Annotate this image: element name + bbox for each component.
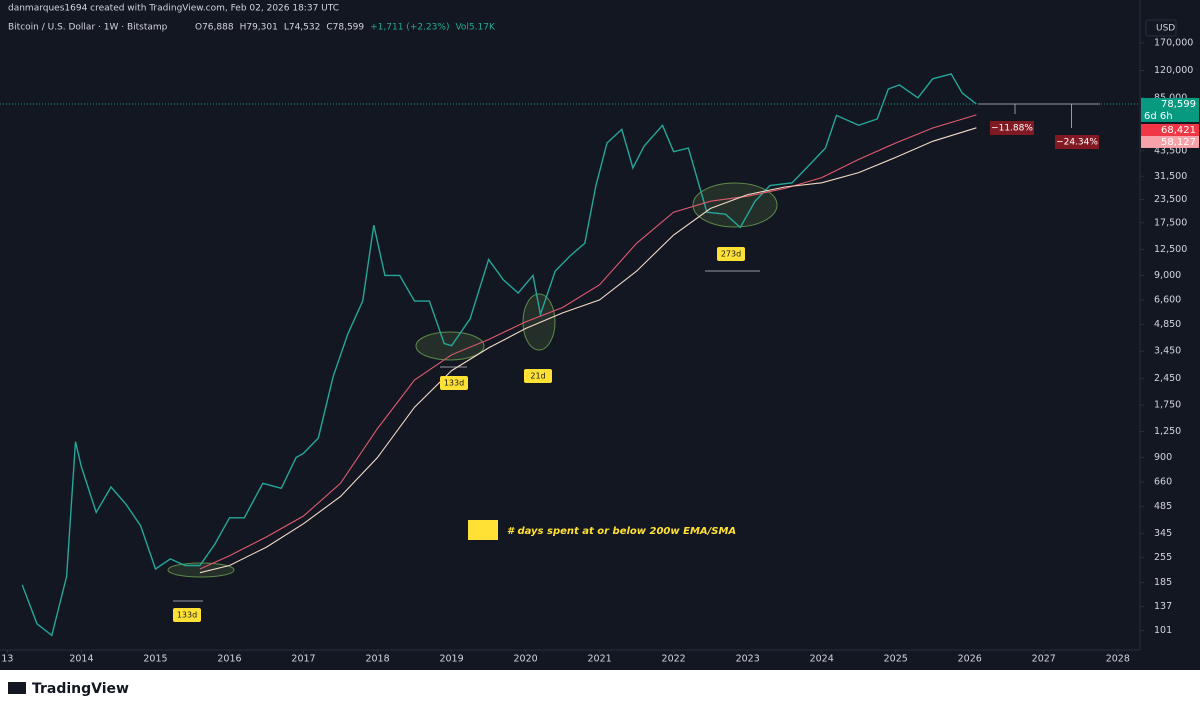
drawdown-label: −11.88% — [991, 124, 1033, 134]
ohlc-value: +1,711 (+2.23%) — [370, 23, 449, 33]
y-tick-label: 660 — [1154, 477, 1172, 488]
zone-ellipse — [415, 331, 485, 361]
price-label: 68,421 — [1161, 125, 1196, 136]
price-label-box — [1141, 97, 1199, 110]
ohlc-value: L74,532 — [284, 23, 321, 33]
series-line — [21, 73, 977, 637]
credit: danmarques1694 created with TradingView.… — [8, 4, 339, 14]
y-tick-label: 900 — [1154, 452, 1172, 463]
y-tick-label: 3,450 — [1154, 346, 1181, 357]
y-tick-label: 120,000 — [1154, 65, 1193, 76]
footer-bg — [0, 670, 1200, 708]
x-tick-label: 2019 — [439, 654, 463, 665]
x-tick-label: 2021 — [588, 654, 612, 665]
y-tick-label: 12,500 — [1154, 244, 1187, 255]
annotation-box — [717, 247, 745, 261]
y-tick-label: 43,500 — [1154, 145, 1187, 156]
y-tick-label: 31,500 — [1154, 171, 1187, 182]
series-line — [199, 127, 977, 574]
y-tick-label: 255 — [1154, 552, 1172, 563]
logo: TradingView — [8, 681, 129, 697]
x-tick-label: 2026 — [958, 654, 982, 665]
x-tick-label: 2016 — [217, 654, 241, 665]
symbol: Bitcoin / U.S. Dollar · 1W · Bitstamp — [8, 23, 168, 33]
y-tick-label: 4,850 — [1154, 319, 1181, 330]
annotation: 273d — [721, 250, 741, 259]
countdown: 6d 6h — [1144, 111, 1173, 122]
price-label: 78,599 — [1161, 99, 1196, 110]
x-tick-label: 2022 — [662, 654, 686, 665]
y-tick-label: 485 — [1154, 501, 1172, 512]
annotation: 133d — [177, 611, 197, 620]
x-tick-label: 2020 — [513, 654, 537, 665]
y-tick-label: 170,000 — [1154, 37, 1193, 48]
x-tick-label: 2014 — [69, 654, 93, 665]
y-tick-label: 101 — [1154, 625, 1172, 636]
legend-swatch — [468, 520, 498, 540]
ohlc-value: O76,888 — [195, 23, 234, 33]
annotation-box — [440, 376, 468, 390]
x-tick-label: 13 — [1, 654, 13, 665]
countdown-box — [1141, 109, 1199, 122]
chart-bg — [0, 0, 1200, 670]
drawdown-box — [990, 121, 1034, 135]
y-tick-label: 137 — [1154, 601, 1172, 612]
drawdown-label: −24.34% — [1056, 138, 1098, 148]
x-tick-label: 2024 — [810, 654, 834, 665]
price-label: 58,127 — [1161, 137, 1196, 148]
annotation-box — [524, 369, 552, 383]
x-tick-label: 2023 — [736, 654, 760, 665]
currency-box — [1145, 19, 1177, 37]
y-tick-label: 23,500 — [1154, 194, 1187, 205]
annotation: 133d — [444, 379, 464, 388]
y-tick-label: 185 — [1154, 577, 1172, 588]
x-tick-label: 2025 — [884, 654, 908, 665]
y-tick-label: 85,000 — [1154, 92, 1187, 103]
ohlc-value: H79,301 — [240, 23, 278, 33]
x-tick-label: 2027 — [1032, 654, 1056, 665]
y-tick-label: 1,750 — [1154, 399, 1181, 410]
y-tick-label: 6,600 — [1154, 294, 1181, 305]
currency: USD — [1156, 24, 1175, 34]
y-tick-label: 9,000 — [1154, 270, 1181, 281]
y-tick-label: 345 — [1154, 528, 1172, 539]
zone-ellipse — [522, 293, 556, 351]
y-tick-label: 1,250 — [1154, 426, 1181, 437]
y-tick-label: 17,500 — [1154, 217, 1187, 228]
logo-mark — [8, 682, 26, 694]
x-tick-label: 2018 — [365, 654, 389, 665]
legend-note: # days spent at or below 200w EMA/SMA — [507, 526, 736, 537]
ohlc-value: Vol5.17K — [455, 23, 496, 33]
price-label-box — [1141, 123, 1199, 136]
x-tick-label: 2015 — [143, 654, 167, 665]
x-tick-label: 2028 — [1106, 654, 1130, 665]
annotation-box — [173, 608, 201, 622]
ohlc-value: C78,599 — [326, 23, 364, 33]
zone-ellipse — [692, 182, 778, 228]
series-line — [199, 114, 977, 570]
price-label-box — [1141, 135, 1199, 148]
x-tick-label: 2017 — [291, 654, 315, 665]
drawdown-box — [1055, 135, 1099, 149]
annotation: 21d — [530, 372, 545, 381]
y-tick-label: 2,450 — [1154, 373, 1181, 384]
brand: TradingView — [32, 681, 129, 697]
